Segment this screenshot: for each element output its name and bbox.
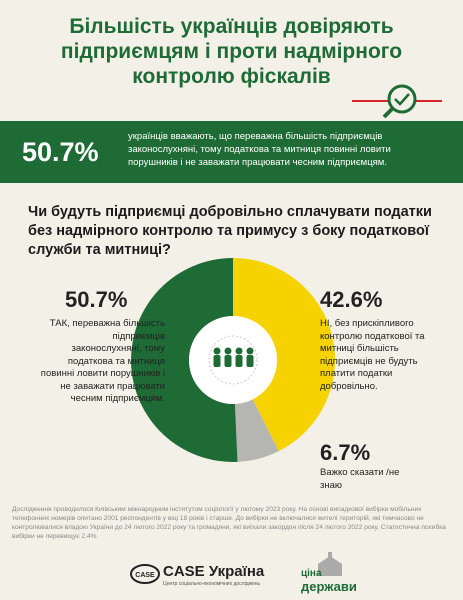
svg-text:CASE: CASE: [135, 572, 155, 579]
pie-segment: [234, 399, 279, 462]
title-line: Більшість українців довіряють: [69, 15, 394, 38]
category-label: НІ, без прискіпливого контролю податково…: [320, 318, 425, 392]
pie-segment: [233, 258, 335, 452]
logo-subtext: Центр соціально-економічних досліджень: [163, 581, 261, 587]
logo-text: CASE Україна: [163, 563, 265, 580]
value-label: 6.7%: [320, 440, 371, 465]
category-label: Важко сказати /не знаю: [320, 467, 400, 491]
banner-text: українців вважають, що переважна більшіс…: [128, 131, 391, 168]
footnote: Дослідження проводилося Київським міжнар…: [12, 506, 446, 540]
logo-text: держави: [301, 579, 357, 594]
title-line: контролю фіскалів: [132, 65, 331, 88]
value-label: 50.7%: [65, 287, 128, 312]
title: Більшість українців довіряють підприємця…: [10, 14, 453, 89]
chart-title: Чи будуть підприємці добровільно сплачув…: [28, 204, 432, 258]
category-label: ТАК, переважна більшість підприємців зак…: [40, 318, 165, 404]
case-logo: CASE: [130, 564, 160, 584]
title-line: підприємцям і проти надмірного: [60, 40, 403, 63]
tsina-logo: [318, 552, 342, 576]
value-label: 42.6%: [320, 287, 383, 312]
banner-figure: 50.7%: [22, 137, 99, 167]
banner-bg: [0, 121, 463, 183]
magnifier-icon: [352, 84, 442, 119]
logo-text: ціна: [301, 568, 322, 579]
people-icon: [189, 316, 277, 404]
pie-segment: [131, 258, 238, 463]
